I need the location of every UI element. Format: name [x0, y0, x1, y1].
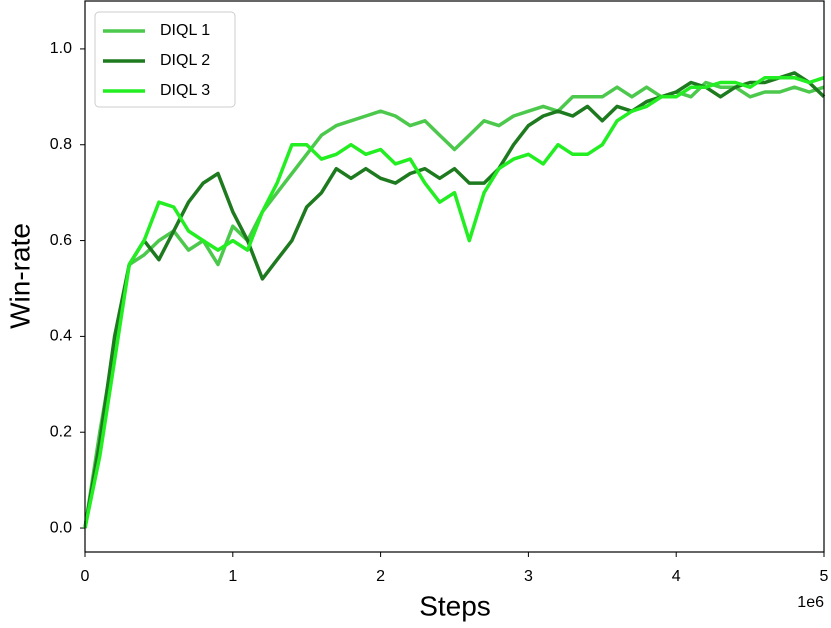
- legend-label: DIQL 2: [160, 52, 210, 69]
- y-tick-label: 0.4: [50, 328, 72, 345]
- series-line: [83, 80, 825, 529]
- x-tick-label: 1: [228, 568, 237, 585]
- legend-label: DIQL 3: [160, 82, 210, 99]
- x-tick-label: 5: [820, 568, 829, 585]
- y-tick-label: 1.0: [50, 40, 72, 57]
- y-tick-label: 0.2: [50, 423, 72, 440]
- x-tick-label: 4: [672, 568, 681, 585]
- x-tick-label: 0: [81, 568, 90, 585]
- y-tick-label: 0.6: [50, 232, 72, 249]
- x-axis-label: Steps: [419, 590, 491, 621]
- x-tick-label: 2: [376, 568, 385, 585]
- x-tick-label: 3: [524, 568, 533, 585]
- plot-frame: [84, 0, 825, 553]
- y-tick-label: 0.8: [50, 136, 72, 153]
- y-tick-label: 0.0: [50, 519, 72, 536]
- legend-label: DIQL 1: [160, 22, 210, 39]
- y-axis-label: Win-rate: [4, 223, 35, 329]
- x-offset-label: 1e6: [797, 594, 824, 611]
- legend-box: [94, 11, 236, 108]
- series-line: [83, 75, 825, 529]
- series-line: [83, 71, 826, 529]
